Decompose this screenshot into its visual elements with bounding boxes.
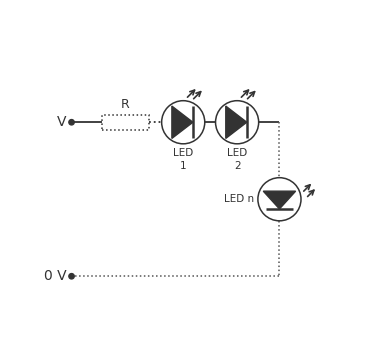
Text: 0 V: 0 V <box>44 269 66 283</box>
Circle shape <box>69 120 74 125</box>
Text: R: R <box>121 98 130 111</box>
Text: LED
1: LED 1 <box>173 148 193 171</box>
Text: LED n: LED n <box>224 194 254 204</box>
Polygon shape <box>172 106 193 138</box>
Polygon shape <box>226 106 247 138</box>
Circle shape <box>258 178 301 221</box>
Circle shape <box>162 101 205 144</box>
Text: V: V <box>57 115 66 129</box>
Circle shape <box>69 274 74 279</box>
Polygon shape <box>263 191 296 209</box>
Bar <box>102 115 149 130</box>
Text: LED
2: LED 2 <box>227 148 247 171</box>
Circle shape <box>215 101 259 144</box>
